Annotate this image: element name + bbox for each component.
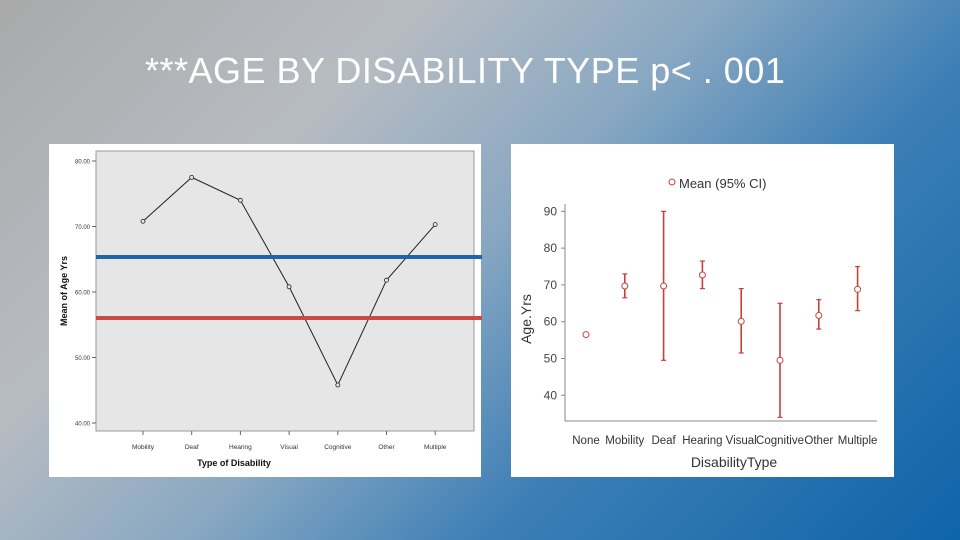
left-x-tick-label: Deaf [185, 444, 199, 451]
blue-reference-line [96, 255, 482, 260]
left-data-point [384, 277, 389, 283]
right-y-tick-label: 50 [544, 351, 558, 365]
right-mean-point [815, 311, 823, 319]
left-line-chart: 40.00 50.00 60.00 70.00 80.00 Mobility Deaf He… [59, 150, 475, 468]
left-plot-area [95, 150, 475, 432]
right-x-tick-label: Visual [726, 435, 757, 447]
left-data-point [189, 174, 195, 180]
right-mean-point [776, 356, 784, 364]
right-mean-point [698, 271, 706, 279]
right-x-tick-label: Cognitive [756, 435, 804, 447]
right-mean-point [582, 331, 590, 339]
right-y-tick-label: 80 [544, 241, 558, 255]
left-x-tick-label: Hearing [229, 444, 252, 451]
left-x-tick-label: Multiple [424, 444, 447, 451]
right-x-tick-label: None [572, 435, 600, 447]
left-data-point [432, 222, 438, 227]
left-data-point [286, 284, 292, 290]
right-y-axis-label: Age.Yrs [518, 294, 534, 344]
left-data-point [140, 218, 146, 224]
right-y-tick-label: 40 [544, 388, 558, 402]
left-x-tick-label: Cognitive [324, 444, 351, 451]
left-x-axis-label: Type of Disability [197, 458, 271, 468]
right-y-tick-label: 60 [544, 315, 558, 329]
slide-title: ***AGE BY DISABILITY TYPE p< . 001 [145, 50, 786, 91]
right-ci-chart: Mean (95% CI) 40 50 60 70 80 90 None Mobility D… [518, 176, 878, 470]
left-y-tick-label: 50.00 [75, 356, 91, 362]
right-mean-point [737, 317, 745, 325]
left-y-tick-label: 60.00 [75, 291, 91, 297]
left-x-tick-label: Visual [280, 444, 298, 451]
legend-marker [668, 178, 676, 186]
right-x-tick-label: Mobility [605, 435, 644, 447]
left-chart-panel: 40.00 50.00 60.00 70.00 80.00 Mobility Deaf He… [49, 144, 481, 477]
right-mean-point [621, 282, 629, 290]
left-x-tick-label: Mobility [132, 444, 155, 451]
right-mean-point [660, 282, 668, 290]
right-x-tick-label: Hearing [682, 435, 722, 447]
red-reference-line [96, 316, 482, 321]
right-y-tick-label: 90 [544, 204, 558, 218]
left-data-point [237, 197, 243, 203]
right-mean-point [854, 285, 862, 293]
left-data-point [335, 382, 341, 388]
left-x-tick-label: Other [378, 444, 395, 451]
right-chart-panel: Mean (95% CI) 40 50 60 70 80 90 None Mobility D… [511, 144, 894, 477]
left-y-axis-label: Mean of Age Yrs [59, 256, 69, 326]
left-y-tick-label: 40.00 [75, 422, 91, 428]
right-x-axis-label: DisabilityType [691, 454, 778, 470]
right-x-tick-label: Other [804, 435, 833, 447]
right-x-tick-label: Multiple [838, 435, 878, 447]
left-y-tick-label: 80.00 [75, 160, 91, 166]
legend-label: Mean (95% CI) [679, 176, 766, 191]
right-x-tick-label: Deaf [651, 435, 676, 447]
right-y-tick-label: 70 [544, 278, 558, 292]
left-y-tick-label: 70.00 [75, 225, 91, 231]
